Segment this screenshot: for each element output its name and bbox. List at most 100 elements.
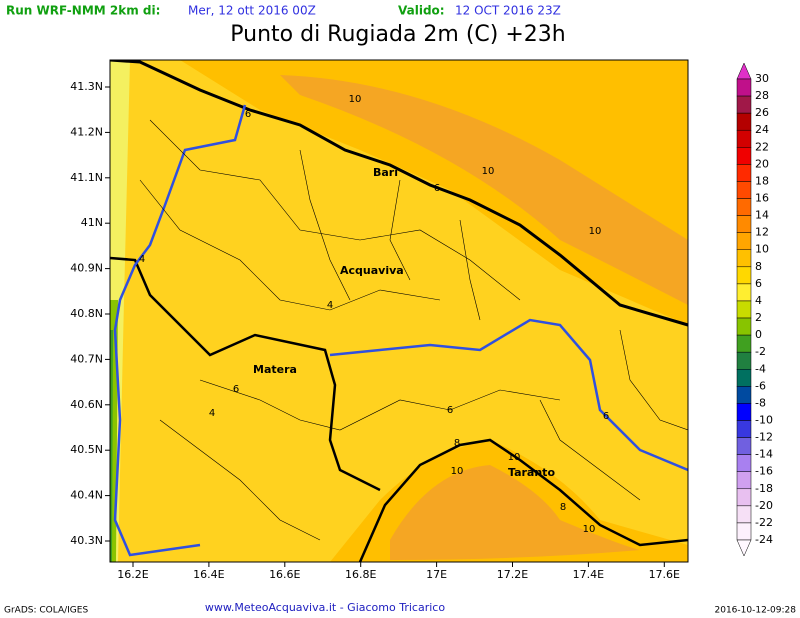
colorbar-label: 12: [755, 226, 769, 239]
colorbar-box: [736, 215, 752, 233]
colorbar-box: [736, 437, 752, 455]
municipal-borders: [139, 119, 688, 541]
footer-center: www.MeteoAcquaviva.it - Giacomo Tricaric…: [205, 601, 445, 614]
colorbar-label: 28: [755, 89, 769, 102]
colorbar: 302826242220181614121086420-2-4-6-8-10-1…: [736, 62, 773, 557]
contour-label: 4: [209, 408, 215, 419]
coastline: [358, 438, 688, 562]
title: Punto di Rugiada 2m (C) +23h: [230, 22, 565, 47]
colorbar-box: [736, 403, 752, 421]
colorbar-label: 22: [755, 140, 769, 153]
contour-label: 10: [451, 466, 464, 477]
colorbar-box: [736, 147, 752, 165]
zone: [280, 75, 688, 305]
valid-label: Valido:: [398, 4, 445, 18]
place-label: Bari: [373, 166, 398, 179]
contour-label: 6: [603, 411, 609, 422]
colorbar-label: 24: [755, 123, 769, 136]
colorbar-label: 6: [755, 277, 762, 290]
colorbar-label: 14: [755, 209, 769, 222]
border: [110, 256, 381, 492]
place-label: Acquaviva: [340, 264, 404, 277]
zone: [110, 330, 113, 562]
colorbar-box: [736, 386, 752, 404]
lon-label: 16.2E: [117, 568, 148, 581]
colorbar-label: -22: [755, 516, 773, 529]
contour-label: 10: [583, 524, 596, 535]
place-label: Taranto: [508, 466, 555, 479]
contour-label: 10: [508, 452, 521, 463]
colorbar-label: -4: [755, 362, 766, 375]
colorbar-box: [736, 351, 752, 370]
lat-label: 40.7N: [70, 352, 103, 365]
colorbar-label: -20: [755, 499, 773, 512]
lat-label: 40.5N: [70, 443, 103, 456]
colorbar-box: [736, 283, 752, 302]
colorbar-box: [736, 522, 752, 541]
lon-label: 17E: [426, 568, 447, 581]
contour-label: 6: [434, 183, 440, 194]
colorbar-box: [736, 454, 752, 472]
colorbar-label: 8: [755, 260, 762, 273]
colorbar-label: 4: [755, 294, 762, 307]
colorbar-box: [736, 198, 752, 216]
map-frame: [109, 59, 689, 563]
contour-label: 8: [560, 502, 566, 513]
colorbar-box: [736, 249, 752, 268]
lat-label: 41.2N: [70, 125, 103, 138]
colorbar-label: 20: [755, 157, 769, 170]
lat-label: 40.6N: [70, 398, 103, 411]
colorbar-box: [736, 488, 752, 507]
colorbar-label: -8: [755, 396, 766, 409]
run-date: Mer, 12 ott 2016 00Z: [188, 4, 316, 18]
colorbar-cap: [736, 539, 752, 557]
colorbar-label: -10: [755, 413, 773, 426]
colorbar-box: [736, 369, 752, 387]
colorbar-label: -14: [755, 448, 773, 461]
colorbar-box: [736, 181, 752, 199]
run-label: Run WRF-NMM 2km di:: [6, 4, 160, 18]
colorbar-box: [736, 129, 752, 148]
contour-label: 8: [454, 438, 460, 449]
lat-label: 40.4N: [70, 489, 103, 502]
colorbar-label: -24: [755, 533, 773, 546]
place-label: Matera: [253, 363, 297, 376]
colorbar-box: [736, 317, 752, 336]
lat-label: 40.3N: [70, 534, 103, 547]
footer-left: GrADS: COLA/IGES: [4, 606, 88, 616]
region-border: [329, 318, 688, 472]
zone: [180, 60, 688, 325]
colorbar-label: 0: [755, 328, 762, 341]
contour-label: 10: [349, 94, 362, 105]
lon-label: 17.4E: [573, 568, 604, 581]
colorbar-label: -6: [755, 379, 766, 392]
colorbar-box: [736, 300, 752, 319]
lat-label: 41N: [81, 216, 103, 229]
valid-date: 12 OCT 2016 23Z: [455, 4, 561, 18]
colorbar-box: [736, 505, 752, 524]
colorbar-label: -18: [755, 482, 773, 495]
lat-label: 41.3N: [70, 80, 103, 93]
colorbar-label: -16: [755, 465, 773, 478]
lon-label: 17.6E: [649, 568, 680, 581]
lon-label: 16.6E: [269, 568, 300, 581]
axes: 41.3N 41.2N 41.1N 41N 40.9N 40.8N 40.7N 40.6N 40…: [70, 80, 680, 581]
colorbar-label: -12: [755, 431, 773, 444]
colorbar-label: -2: [755, 345, 766, 358]
colorbar-box: [736, 78, 752, 97]
lat-label: 41.1N: [70, 171, 103, 184]
colorbar-box: [736, 112, 752, 131]
colorbar-label: 18: [755, 174, 769, 187]
map: 10 6 10 6 10 4 4 6 4 6 8 10 10 6 8 10 Ba…: [109, 59, 689, 563]
lon-label: 17.2E: [497, 568, 528, 581]
contour-label: 4: [139, 254, 145, 265]
colorbar-box: [736, 471, 752, 490]
colorbar-box: [736, 420, 752, 438]
contour-label: 4: [327, 300, 333, 311]
coastline: [110, 60, 688, 327]
lat-label: 40.8N: [70, 307, 103, 320]
colorbar-label: 26: [755, 106, 769, 119]
contour-labels: 10 6 10 6 10 4 4 6 4 6 8 10 10 6 8 10: [139, 94, 609, 535]
